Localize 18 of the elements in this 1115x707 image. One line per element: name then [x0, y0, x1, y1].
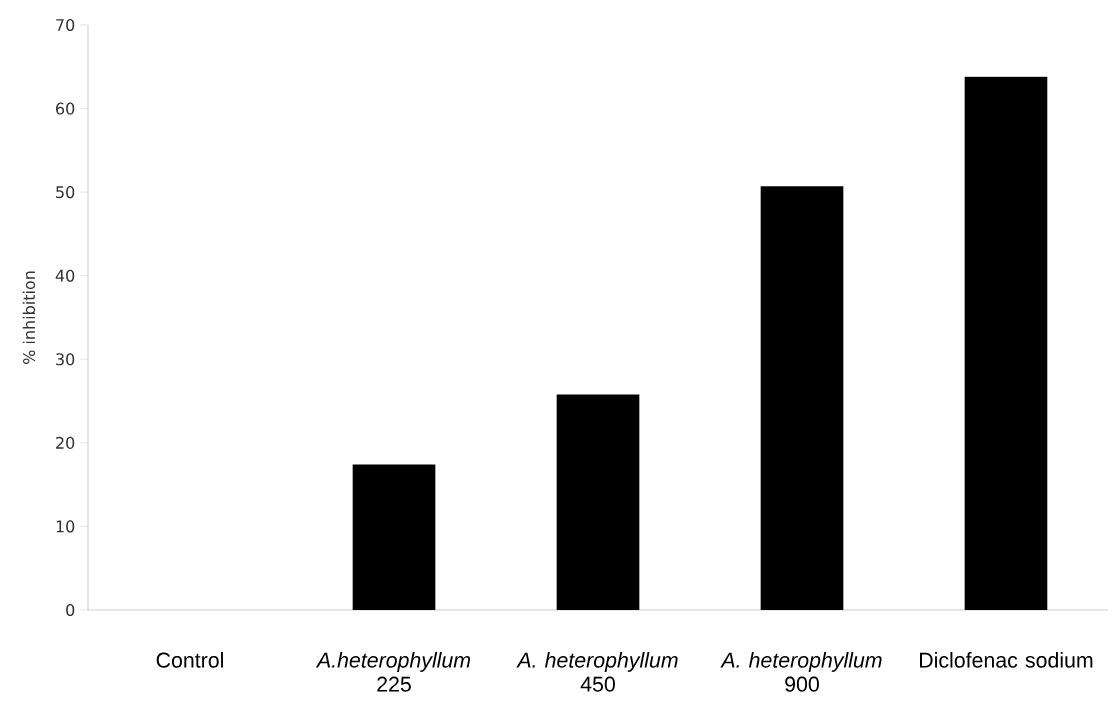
y-tick-label: 50 [56, 186, 75, 199]
y-tick-label: 60 [56, 102, 75, 115]
bar [964, 76, 1048, 610]
y-tick-label: 20 [56, 436, 75, 449]
bar [760, 186, 844, 610]
y-tick-label: 40 [55, 269, 75, 282]
y-tick-label: 10 [56, 520, 75, 533]
y-tick-label: 70 [56, 18, 75, 32]
x-tick-label: Control [156, 652, 223, 668]
y-tick-label: 0 [66, 603, 75, 617]
y-axis-title: % inhibition [22, 271, 36, 364]
x-tick-label: A.heterophyllum 225 [315, 652, 471, 692]
x-tick-label: Diclofenac sodium [920, 652, 1093, 668]
x-tick-label: A. heterophyllum 900 [720, 652, 882, 692]
bar [556, 394, 640, 610]
bar [352, 464, 436, 610]
y-tick-label: 30 [56, 353, 75, 366]
x-tick-label: A. heterophyllum 450 [516, 652, 678, 692]
